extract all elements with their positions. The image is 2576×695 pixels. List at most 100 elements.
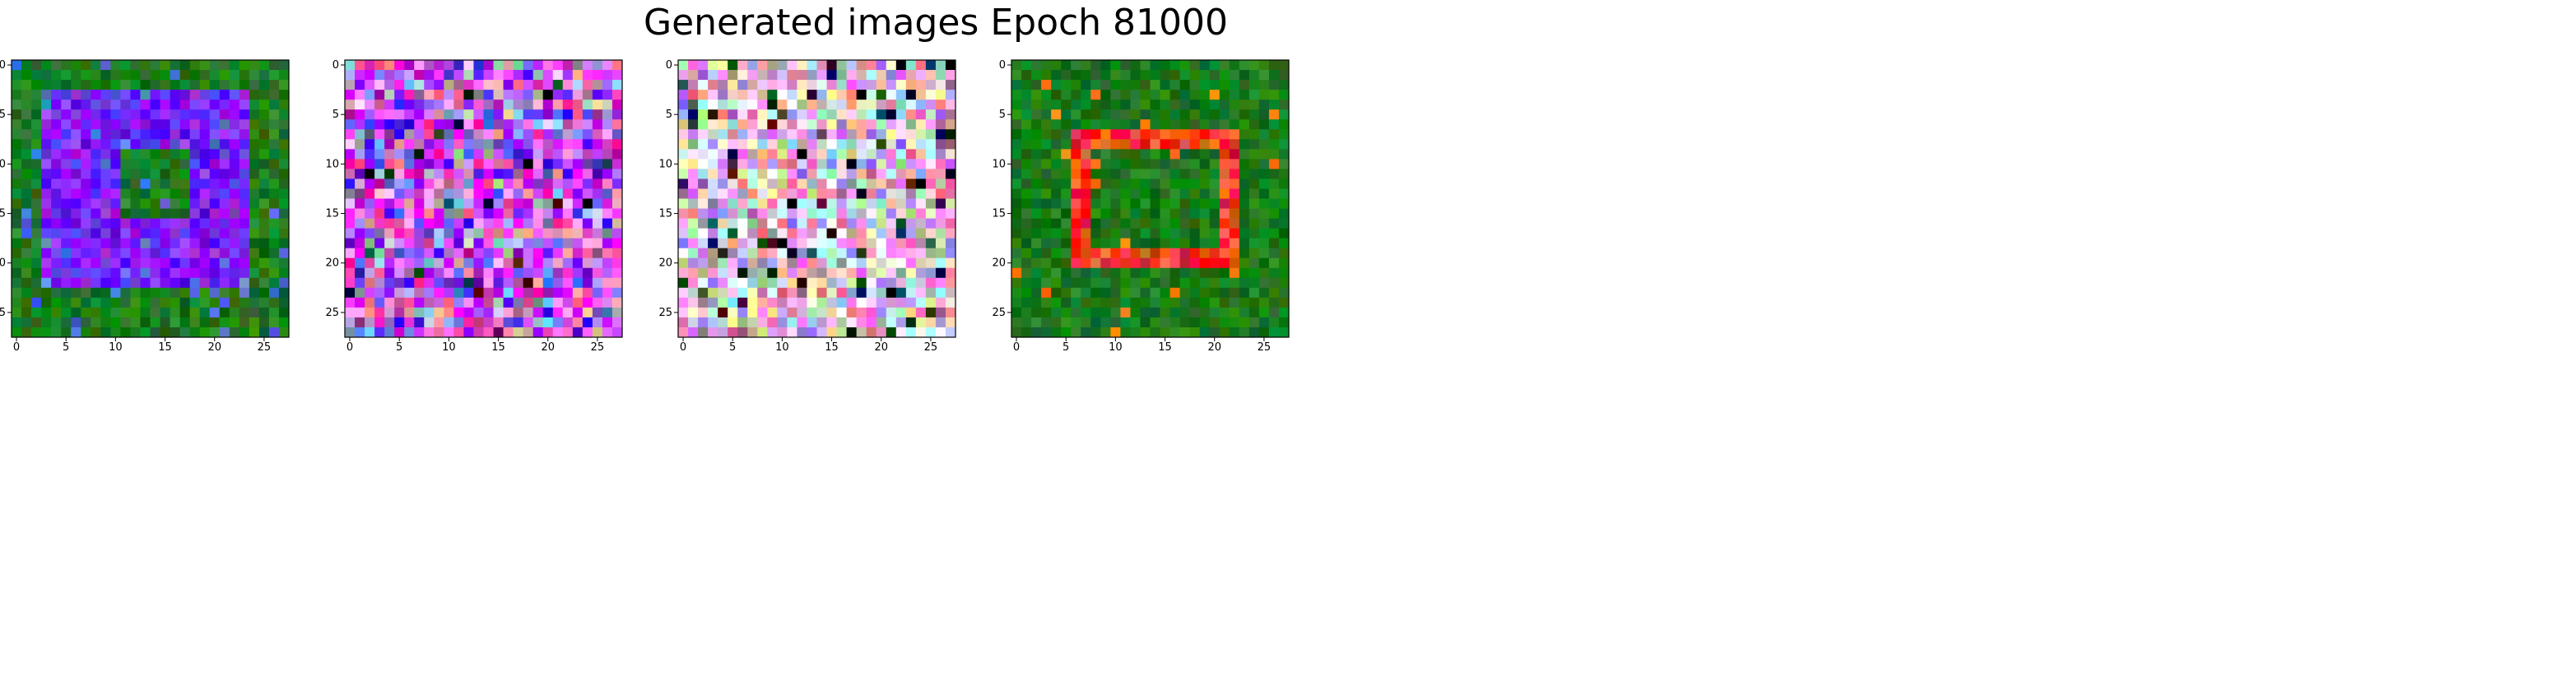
pixel-cell [532, 149, 544, 160]
pixel-cell [374, 297, 385, 308]
pixel-cell [532, 327, 544, 338]
pixel-cell [404, 129, 415, 140]
pixel-cell [345, 119, 356, 130]
pixel-cell [434, 90, 444, 100]
pixel-cell [1278, 90, 1290, 100]
pixel-cell [229, 228, 240, 239]
pixel-cell [787, 257, 797, 269]
pixel-cell [1110, 169, 1121, 179]
pixel-cell [1120, 267, 1131, 279]
pixel-cell [100, 238, 111, 249]
pixel-cell [846, 149, 857, 160]
pixel-cell [787, 317, 797, 328]
pixel-cell [688, 297, 699, 308]
pixel-cell [1090, 257, 1101, 269]
pixel-cell [1031, 188, 1042, 199]
pixel-cell [1160, 267, 1170, 279]
pixel-cell [199, 100, 211, 110]
pixel-cell [41, 327, 52, 338]
pixel-cell [886, 60, 897, 71]
pixel-cell [777, 119, 788, 130]
pixel-cell [523, 267, 534, 279]
pixel-cell [140, 178, 151, 189]
pixel-cell [374, 178, 385, 189]
pixel-cell [1150, 169, 1160, 179]
pixel-cell [1189, 80, 1201, 90]
pixel-cell [1179, 317, 1190, 328]
pixel-cell [130, 277, 141, 289]
pixel-cell [945, 119, 956, 130]
pixel-cell [532, 80, 544, 90]
pixel-cell [1219, 90, 1230, 100]
pixel-cell [404, 119, 415, 130]
pixel-cell [1110, 109, 1121, 120]
pixel-cell [1130, 109, 1141, 120]
pixel-cell [249, 317, 260, 328]
pixel-cell [876, 100, 887, 110]
pixel-cell [1071, 327, 1081, 338]
pixel-cell [1189, 317, 1201, 328]
pixel-cell [1189, 169, 1201, 179]
pixel-cell [61, 257, 72, 269]
pixel-cell [816, 119, 827, 130]
pixel-cell [229, 287, 240, 299]
pixel-cell [1031, 100, 1042, 110]
x-tick-label: 15 [825, 341, 839, 354]
pixel-cell [1081, 307, 1091, 318]
pixel-cell [100, 188, 111, 199]
pixel-cell [404, 248, 415, 259]
pixel-cell [199, 188, 211, 199]
pixel-cell [1160, 317, 1170, 328]
pixel-cell [493, 60, 504, 71]
pixel-cell [374, 70, 385, 81]
pixel-cell [209, 109, 221, 120]
pixel-cell [424, 297, 435, 308]
pixel-cell [1169, 80, 1180, 90]
pixel-cell [120, 218, 131, 229]
pixel-cell [209, 70, 221, 81]
pixel-cell [876, 119, 887, 130]
pixel-cell [1071, 169, 1081, 179]
pixel-cell [1278, 169, 1290, 179]
pixel-cell [836, 198, 847, 209]
pixel-cell [463, 277, 474, 289]
pixel-cell [160, 100, 170, 110]
pixel-cell [453, 327, 464, 338]
pixel-cell [513, 257, 523, 269]
pixel-cell [1031, 119, 1042, 130]
pixel-cell [1140, 287, 1151, 299]
pixel-cell [1061, 129, 1072, 140]
pixel-cell [41, 228, 52, 239]
pixel-cell [572, 70, 584, 81]
pixel-cell [1169, 188, 1180, 199]
pixel-cell [1239, 327, 1250, 338]
pixel-cell [268, 90, 280, 100]
pixel-cell [1160, 90, 1170, 100]
pixel-cell [179, 307, 190, 318]
pixel-cell [1160, 149, 1170, 160]
pixel-cell [688, 228, 699, 239]
pixel-cell [179, 139, 190, 150]
pixel-cell [552, 248, 564, 259]
pixel-cell [935, 248, 946, 259]
pixel-cell [945, 248, 956, 259]
pixel-cell [434, 228, 444, 239]
pixel-cell [91, 198, 101, 209]
x-tick-label: 10 [109, 341, 123, 354]
pixel-cell [12, 287, 22, 299]
pixel-cell [31, 297, 42, 308]
pixel-cell [905, 178, 917, 189]
pixel-cell [777, 70, 788, 81]
pixel-cell [945, 80, 956, 90]
pixel-cell [1189, 287, 1201, 299]
pixel-cell [1258, 80, 1270, 90]
pixel-cell [21, 297, 32, 308]
pixel-cell [110, 218, 121, 229]
pixel-cell [846, 119, 857, 130]
pixel-cell [61, 100, 72, 110]
pixel-cell [728, 149, 738, 160]
pixel-cell [807, 257, 817, 269]
pixel-cell [51, 60, 62, 71]
pixel-cell [503, 119, 514, 130]
pixel-cell [826, 119, 837, 130]
